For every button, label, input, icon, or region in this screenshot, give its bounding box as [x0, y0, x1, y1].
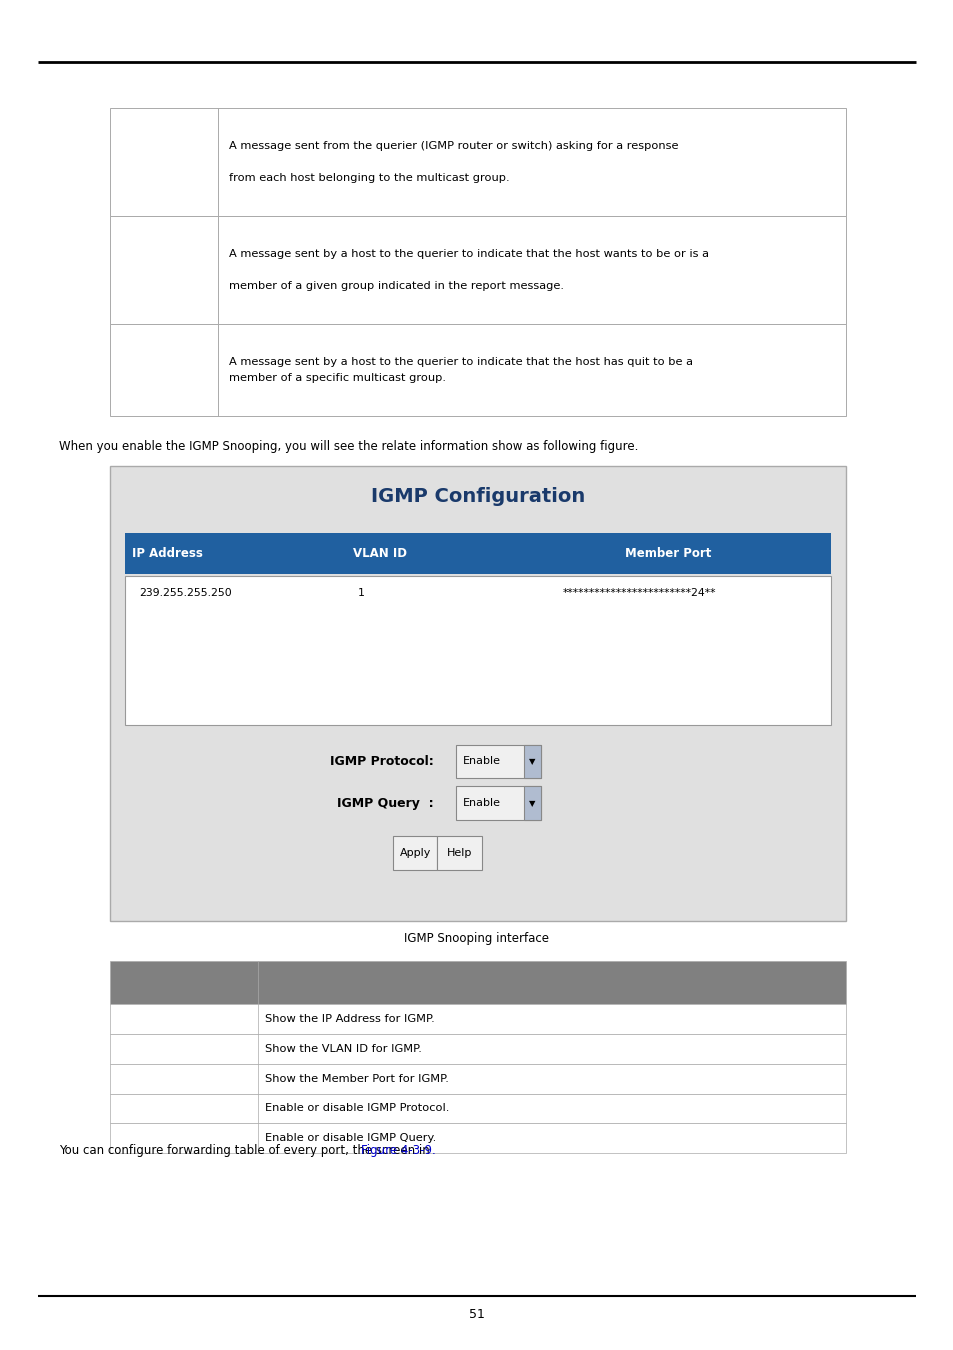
Text: Apply: Apply [399, 848, 431, 859]
Text: IGMP Query  :: IGMP Query : [336, 796, 434, 810]
Text: VLAN ID: VLAN ID [353, 547, 406, 560]
Text: Help: Help [446, 848, 472, 859]
Text: IGMP Snooping interface: IGMP Snooping interface [404, 931, 549, 945]
Text: 51: 51 [469, 1308, 484, 1322]
Bar [125, 576, 830, 725]
Bar [110, 1004, 845, 1034]
Bar [110, 1064, 845, 1094]
Bar [456, 786, 540, 821]
Text: IP Address: IP Address [132, 547, 202, 560]
Text: ▼: ▼ [529, 757, 536, 765]
Bar [110, 1123, 845, 1153]
Text: A message sent from the querier (IGMP router or switch) asking for a response

f: A message sent from the querier (IGMP ro… [229, 140, 678, 184]
Text: Enable or disable IGMP Query.: Enable or disable IGMP Query. [265, 1133, 436, 1143]
Text: Enable: Enable [462, 756, 500, 767]
Bar [110, 108, 845, 216]
Text: Figure 4-3-9.: Figure 4-3-9. [361, 1143, 436, 1157]
Text: ************************24**: ************************24** [562, 587, 716, 598]
Bar [437, 837, 481, 871]
Bar [110, 466, 845, 921]
Bar [110, 216, 845, 324]
Bar [125, 533, 830, 574]
Text: Enable or disable IGMP Protocol.: Enable or disable IGMP Protocol. [265, 1103, 449, 1114]
Text: 239.255.255.250: 239.255.255.250 [139, 587, 232, 598]
Text: A message sent by a host to the querier to indicate that the host wants to be or: A message sent by a host to the querier … [229, 248, 708, 292]
Bar [110, 961, 845, 1004]
Text: IGMP Configuration: IGMP Configuration [371, 487, 584, 506]
Text: Show the Member Port for IGMP.: Show the Member Port for IGMP. [265, 1073, 449, 1084]
Text: A message sent by a host to the querier to indicate that the host has quit to be: A message sent by a host to the querier … [229, 356, 692, 383]
Bar [524, 786, 540, 821]
Bar [393, 837, 437, 871]
Bar [524, 745, 540, 778]
Text: ▼: ▼ [529, 799, 536, 807]
Text: You can configure forwarding table of every port, the screen in: You can configure forwarding table of ev… [59, 1143, 434, 1157]
Text: 1: 1 [357, 587, 364, 598]
Text: Enable: Enable [462, 798, 500, 809]
Bar [110, 1034, 845, 1064]
Text: Show the IP Address for IGMP.: Show the IP Address for IGMP. [265, 1014, 435, 1025]
Text: IGMP Protocol:: IGMP Protocol: [330, 755, 434, 768]
Bar [456, 745, 540, 778]
Bar [110, 324, 845, 416]
Text: When you enable the IGMP Snooping, you will see the relate information show as f: When you enable the IGMP Snooping, you w… [59, 440, 638, 454]
Bar [110, 1094, 845, 1123]
Text: Show the VLAN ID for IGMP.: Show the VLAN ID for IGMP. [265, 1044, 421, 1054]
Text: Member Port: Member Port [624, 547, 711, 560]
